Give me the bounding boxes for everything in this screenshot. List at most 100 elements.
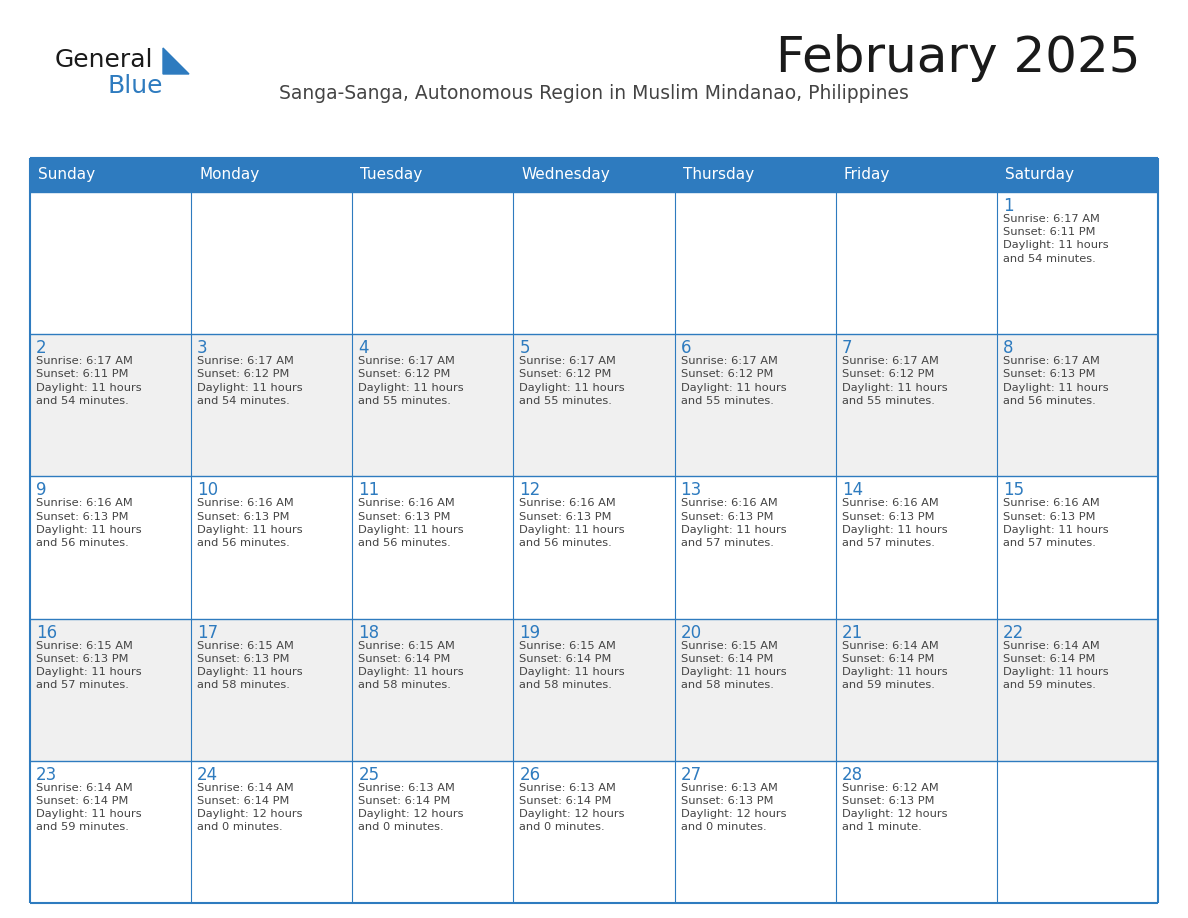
Text: Wednesday: Wednesday	[522, 167, 611, 183]
Bar	[30, 476, 191, 619]
Text: Sunrise: 6:13 AM
Sunset: 6:14 PM
Daylight: 12 hours
and 0 minutes.: Sunrise: 6:13 AM Sunset: 6:14 PM Dayligh…	[359, 783, 463, 833]
Bar	[353, 158, 513, 192]
Bar	[353, 619, 513, 761]
Text: 22: 22	[1003, 623, 1024, 642]
Text: 10: 10	[197, 481, 219, 499]
Bar	[997, 192, 1158, 334]
Text: Sunrise: 6:17 AM
Sunset: 6:13 PM
Daylight: 11 hours
and 56 minutes.: Sunrise: 6:17 AM Sunset: 6:13 PM Dayligh…	[1003, 356, 1108, 406]
Bar	[513, 619, 675, 761]
Bar	[513, 192, 675, 334]
Bar	[675, 619, 835, 761]
Text: 28: 28	[842, 766, 862, 784]
Text: Sunrise: 6:14 AM
Sunset: 6:14 PM
Daylight: 11 hours
and 59 minutes.: Sunrise: 6:14 AM Sunset: 6:14 PM Dayligh…	[1003, 641, 1108, 690]
Text: Sunrise: 6:17 AM
Sunset: 6:11 PM
Daylight: 11 hours
and 54 minutes.: Sunrise: 6:17 AM Sunset: 6:11 PM Dayligh…	[36, 356, 141, 406]
Text: Sunrise: 6:16 AM
Sunset: 6:13 PM
Daylight: 11 hours
and 56 minutes.: Sunrise: 6:16 AM Sunset: 6:13 PM Dayligh…	[36, 498, 141, 548]
Text: Sunrise: 6:17 AM
Sunset: 6:12 PM
Daylight: 11 hours
and 55 minutes.: Sunrise: 6:17 AM Sunset: 6:12 PM Dayligh…	[519, 356, 625, 406]
Bar	[835, 158, 997, 192]
Bar	[513, 334, 675, 476]
Text: Sunrise: 6:15 AM
Sunset: 6:14 PM
Daylight: 11 hours
and 58 minutes.: Sunrise: 6:15 AM Sunset: 6:14 PM Dayligh…	[359, 641, 463, 690]
Bar	[835, 761, 997, 903]
Text: 20: 20	[681, 623, 702, 642]
Text: 24: 24	[197, 766, 219, 784]
Bar	[513, 761, 675, 903]
Text: Sunrise: 6:14 AM
Sunset: 6:14 PM
Daylight: 11 hours
and 59 minutes.: Sunrise: 6:14 AM Sunset: 6:14 PM Dayligh…	[842, 641, 947, 690]
Bar	[997, 761, 1158, 903]
Bar	[997, 476, 1158, 619]
Bar	[513, 476, 675, 619]
Bar	[675, 192, 835, 334]
Text: Sunrise: 6:15 AM
Sunset: 6:14 PM
Daylight: 11 hours
and 58 minutes.: Sunrise: 6:15 AM Sunset: 6:14 PM Dayligh…	[681, 641, 786, 690]
Text: 23: 23	[36, 766, 57, 784]
Text: 2: 2	[36, 339, 46, 357]
Text: Sunrise: 6:13 AM
Sunset: 6:13 PM
Daylight: 12 hours
and 0 minutes.: Sunrise: 6:13 AM Sunset: 6:13 PM Dayligh…	[681, 783, 786, 833]
Bar	[191, 619, 353, 761]
Text: 3: 3	[197, 339, 208, 357]
Text: 15: 15	[1003, 481, 1024, 499]
Bar	[353, 476, 513, 619]
Text: General: General	[55, 48, 153, 72]
Bar	[835, 334, 997, 476]
Bar	[513, 158, 675, 192]
Text: Sunrise: 6:14 AM
Sunset: 6:14 PM
Daylight: 11 hours
and 59 minutes.: Sunrise: 6:14 AM Sunset: 6:14 PM Dayligh…	[36, 783, 141, 833]
Text: Sunrise: 6:17 AM
Sunset: 6:12 PM
Daylight: 11 hours
and 54 minutes.: Sunrise: 6:17 AM Sunset: 6:12 PM Dayligh…	[197, 356, 303, 406]
Bar	[191, 476, 353, 619]
Text: Blue: Blue	[107, 74, 163, 98]
Text: Sunrise: 6:16 AM
Sunset: 6:13 PM
Daylight: 11 hours
and 57 minutes.: Sunrise: 6:16 AM Sunset: 6:13 PM Dayligh…	[842, 498, 947, 548]
Bar	[675, 476, 835, 619]
Bar	[835, 476, 997, 619]
Text: Saturday: Saturday	[1005, 167, 1074, 183]
Text: 18: 18	[359, 623, 379, 642]
Bar	[30, 192, 191, 334]
Bar	[353, 761, 513, 903]
Bar	[997, 334, 1158, 476]
Bar	[30, 761, 191, 903]
Text: 19: 19	[519, 623, 541, 642]
Text: 6: 6	[681, 339, 691, 357]
Text: Thursday: Thursday	[683, 167, 753, 183]
Text: 16: 16	[36, 623, 57, 642]
Text: Sunrise: 6:17 AM
Sunset: 6:12 PM
Daylight: 11 hours
and 55 minutes.: Sunrise: 6:17 AM Sunset: 6:12 PM Dayligh…	[842, 356, 947, 406]
Bar	[353, 334, 513, 476]
Text: 26: 26	[519, 766, 541, 784]
Polygon shape	[163, 48, 189, 74]
Text: 8: 8	[1003, 339, 1013, 357]
Bar	[675, 761, 835, 903]
Text: 4: 4	[359, 339, 368, 357]
Bar	[675, 334, 835, 476]
Text: 5: 5	[519, 339, 530, 357]
Text: Sunrise: 6:15 AM
Sunset: 6:13 PM
Daylight: 11 hours
and 58 minutes.: Sunrise: 6:15 AM Sunset: 6:13 PM Dayligh…	[197, 641, 303, 690]
Bar	[191, 158, 353, 192]
Text: Sunrise: 6:16 AM
Sunset: 6:13 PM
Daylight: 11 hours
and 56 minutes.: Sunrise: 6:16 AM Sunset: 6:13 PM Dayligh…	[519, 498, 625, 548]
Text: Sunrise: 6:16 AM
Sunset: 6:13 PM
Daylight: 11 hours
and 56 minutes.: Sunrise: 6:16 AM Sunset: 6:13 PM Dayligh…	[359, 498, 463, 548]
Text: Sunrise: 6:17 AM
Sunset: 6:12 PM
Daylight: 11 hours
and 55 minutes.: Sunrise: 6:17 AM Sunset: 6:12 PM Dayligh…	[359, 356, 463, 406]
Text: Sunrise: 6:15 AM
Sunset: 6:13 PM
Daylight: 11 hours
and 57 minutes.: Sunrise: 6:15 AM Sunset: 6:13 PM Dayligh…	[36, 641, 141, 690]
Text: 11: 11	[359, 481, 379, 499]
Bar	[353, 192, 513, 334]
Text: 14: 14	[842, 481, 862, 499]
Text: February 2025: February 2025	[776, 34, 1140, 82]
Bar	[191, 334, 353, 476]
Text: 25: 25	[359, 766, 379, 784]
Bar	[30, 619, 191, 761]
Text: Sunrise: 6:12 AM
Sunset: 6:13 PM
Daylight: 12 hours
and 1 minute.: Sunrise: 6:12 AM Sunset: 6:13 PM Dayligh…	[842, 783, 947, 833]
Bar	[30, 334, 191, 476]
Text: 13: 13	[681, 481, 702, 499]
Bar	[191, 192, 353, 334]
Text: Tuesday: Tuesday	[360, 167, 423, 183]
Text: 1: 1	[1003, 197, 1013, 215]
Text: Friday: Friday	[843, 167, 890, 183]
Text: Sunrise: 6:17 AM
Sunset: 6:11 PM
Daylight: 11 hours
and 54 minutes.: Sunrise: 6:17 AM Sunset: 6:11 PM Dayligh…	[1003, 214, 1108, 263]
Bar	[997, 619, 1158, 761]
Bar	[997, 158, 1158, 192]
Text: Sunrise: 6:13 AM
Sunset: 6:14 PM
Daylight: 12 hours
and 0 minutes.: Sunrise: 6:13 AM Sunset: 6:14 PM Dayligh…	[519, 783, 625, 833]
Text: Monday: Monday	[200, 167, 259, 183]
Text: 9: 9	[36, 481, 46, 499]
Bar	[835, 192, 997, 334]
Text: Sanga-Sanga, Autonomous Region in Muslim Mindanao, Philippines: Sanga-Sanga, Autonomous Region in Muslim…	[279, 84, 909, 103]
Text: 12: 12	[519, 481, 541, 499]
Text: 27: 27	[681, 766, 702, 784]
Text: Sunrise: 6:15 AM
Sunset: 6:14 PM
Daylight: 11 hours
and 58 minutes.: Sunrise: 6:15 AM Sunset: 6:14 PM Dayligh…	[519, 641, 625, 690]
Text: 21: 21	[842, 623, 862, 642]
Bar	[30, 158, 191, 192]
Text: Sunrise: 6:17 AM
Sunset: 6:12 PM
Daylight: 11 hours
and 55 minutes.: Sunrise: 6:17 AM Sunset: 6:12 PM Dayligh…	[681, 356, 786, 406]
